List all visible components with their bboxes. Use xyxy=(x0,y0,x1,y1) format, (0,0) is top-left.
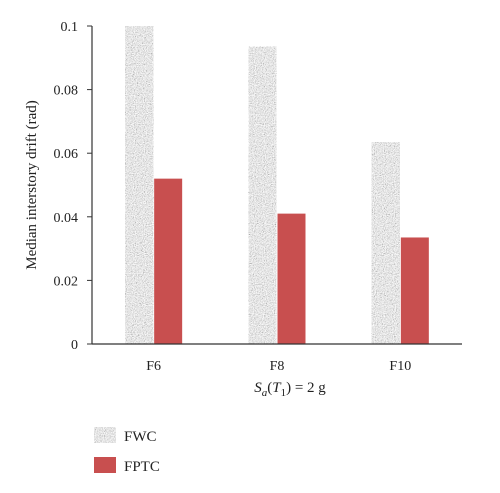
bar-fptc-f10 xyxy=(400,237,429,344)
bar-fwc-f10 xyxy=(371,142,400,344)
y-ticks: 0 0.02 0.04 0.06 0.08 0.1 xyxy=(54,20,92,353)
x-ticks: F6 F8 F10 xyxy=(146,359,411,374)
bars-layer xyxy=(125,26,429,345)
bar-fwc-f8 xyxy=(248,46,277,345)
x-tick-label: F8 xyxy=(270,359,285,374)
bar-fptc-f6 xyxy=(154,178,183,344)
x-tick-label: F10 xyxy=(389,359,411,374)
y-tick-label: 0.04 xyxy=(54,211,79,226)
legend-swatch-fwc xyxy=(94,427,116,443)
y-tick-label: 0.06 xyxy=(54,147,79,162)
y-tick-label: 0.02 xyxy=(54,274,79,289)
y-tick-label: 0 xyxy=(71,338,78,353)
y-tick-label: 0.08 xyxy=(54,84,79,99)
y-tick-label: 0.1 xyxy=(61,20,79,35)
legend-label-fptc: FPTC xyxy=(124,459,160,475)
x-tick-label: F6 xyxy=(146,359,161,374)
legend-item-fwc: FWC xyxy=(94,427,157,445)
legend-label-fwc: FWC xyxy=(124,429,157,445)
legend: FWC FPTC xyxy=(94,427,160,475)
bar-fptc-f8 xyxy=(277,213,306,344)
y-axis-title: Median interstory drift (rad) xyxy=(24,100,40,270)
bar-fwc-f6 xyxy=(125,26,154,344)
x-axis-title: Sa(T1) = 2 g xyxy=(254,380,326,399)
legend-swatch-fptc xyxy=(94,457,116,473)
legend-item-fptc: FPTC xyxy=(94,457,160,475)
